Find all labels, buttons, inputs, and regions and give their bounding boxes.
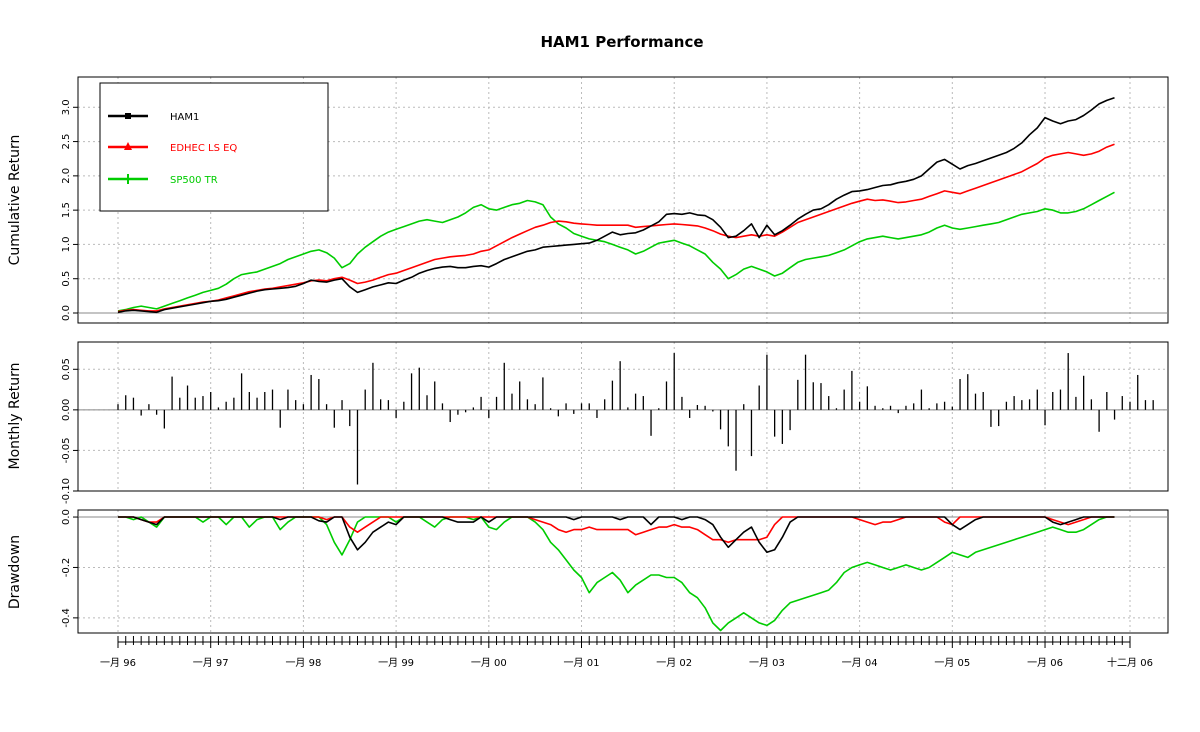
cumulative-series-sp500-tr	[117, 191, 1115, 312]
drawdown-ytick-label-1: -0.2	[61, 558, 72, 578]
drawdown-ytick-label-0: -0.4	[61, 608, 72, 628]
legend-entry-ham1: HAM1	[108, 112, 199, 123]
cumulative-ytick-label-4: 2.0	[61, 168, 72, 184]
monthly-frame	[77, 341, 1169, 492]
legend-label-ham1: HAM1	[170, 112, 199, 123]
x-tick-label-9: 一月 05	[934, 657, 970, 669]
drawdown-ylabel: Drawdown	[7, 535, 23, 609]
drawdown-ytick-label-2: 0.0	[61, 509, 72, 525]
drawdown-series-sp500-tr	[118, 516, 1115, 632]
x-tick-label-3: 一月 99	[378, 657, 414, 669]
drawdown-frame	[77, 509, 1169, 634]
monthly-ytick-label-3: 0.05	[61, 358, 72, 380]
x-tick-label-0: 一月 96	[100, 657, 136, 669]
legend: HAM1 EDHEC LS EQ SP500 TR	[99, 82, 329, 212]
legend-marker-edhec	[124, 142, 132, 150]
x-tick-label-4: 一月 00	[471, 657, 507, 669]
legend-marker-ham1	[125, 113, 131, 119]
legend-entry-sp500: SP500 TR	[108, 174, 218, 186]
cumulative-ylabel: Cumulative Return	[7, 135, 23, 266]
monthly-ylabel: Monthly Return	[7, 363, 23, 470]
monthly-ytick-label-0: -0.10	[61, 478, 72, 504]
cumulative-ytick-label-5: 2.5	[61, 134, 72, 150]
cumulative-ytick-label-3: 1.5	[61, 202, 72, 218]
legend-label-edhec: EDHEC LS EQ	[170, 143, 237, 154]
cumulative-return-panel: 0.0 0.5 1.0 1.5 2.0 2.5 3.0 Cumulative Return	[7, 76, 1169, 324]
x-tick-label-7: 一月 03	[749, 657, 785, 669]
cumulative-ytick-label-0: 0.0	[61, 305, 72, 321]
chart-title: HAM1 Performance	[540, 33, 703, 51]
x-tick-label-5: 一月 01	[564, 657, 600, 669]
x-tick-label-1: 一月 97	[193, 657, 229, 669]
cumulative-series-edhec-ls-eq	[117, 143, 1115, 313]
monthly-ytick-label-1: -0.05	[61, 437, 72, 463]
drawdown-series-edhec-ls-eq	[118, 516, 1115, 544]
x-tick-label-6: 一月 02	[656, 657, 692, 669]
drawdown-panel: -0.4 -0.2 0.0 Drawdown	[7, 509, 1169, 634]
legend-entry-edhec: EDHEC LS EQ	[108, 142, 237, 154]
cumulative-series-ham1	[117, 96, 1115, 314]
cumulative-ytick-label-6: 3.0	[61, 99, 72, 115]
x-tick-label-2: 一月 98	[285, 657, 321, 669]
x-tick-label-8: 一月 04	[842, 657, 878, 669]
cumulative-ytick-label-1: 0.5	[61, 271, 72, 287]
monthly-return-panel: -0.10 -0.05 0.00 0.05 Monthly Return	[7, 341, 1169, 504]
x-axis: 一月 96 一月 97 一月 98 一月 99 一月 00 一月 01 一月 02 一月 03…	[100, 636, 1153, 669]
cumulative-ytick-label-2: 1.0	[61, 236, 72, 252]
legend-label-sp500: SP500 TR	[170, 175, 218, 186]
x-tick-label-10: 一月 06	[1027, 657, 1063, 669]
monthly-ytick-label-2: 0.00	[61, 399, 72, 421]
x-tick-label-11: 十二月 06	[1107, 656, 1153, 669]
drawdown-series-ham1	[118, 516, 1115, 554]
